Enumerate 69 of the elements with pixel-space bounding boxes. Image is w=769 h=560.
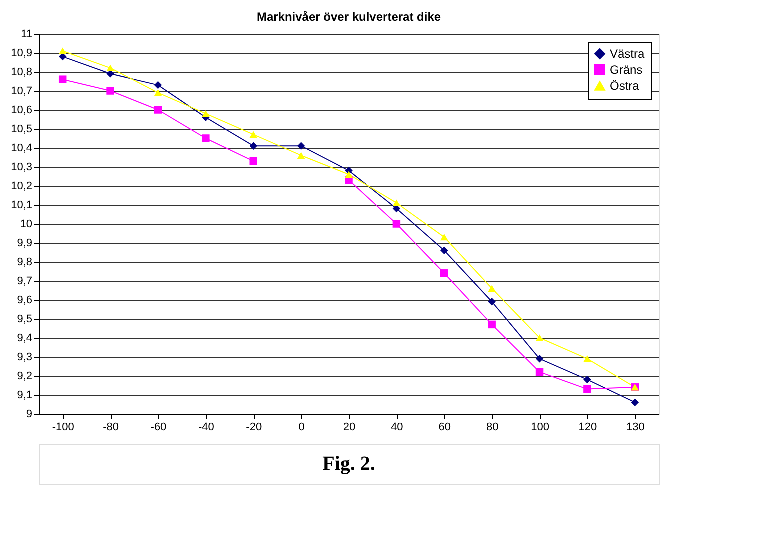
x-tick-label: -20 xyxy=(246,422,262,434)
y-tick-label: 9,5 xyxy=(17,314,32,326)
point xyxy=(58,76,67,84)
point xyxy=(297,152,306,159)
point xyxy=(392,200,401,206)
y-tick-label: 10 xyxy=(20,218,32,230)
point xyxy=(440,246,448,254)
x-tick-label: 0 xyxy=(298,422,305,434)
y-tick-label: 9,9 xyxy=(17,238,32,250)
point xyxy=(106,87,114,95)
x-tick-label: 80 xyxy=(486,422,499,434)
y-tick-label: 10,4 xyxy=(11,142,32,154)
point xyxy=(631,398,640,406)
chart-title: Marknivåer över kulverterat dike xyxy=(256,10,442,24)
x-tick-label: 130 xyxy=(626,422,645,434)
y-tick-label: 10,8 xyxy=(11,66,32,78)
y-tick-label: 10,7 xyxy=(11,86,32,98)
x-tick-label: 120 xyxy=(578,422,598,434)
x-tick-label: 20 xyxy=(343,422,356,434)
point xyxy=(392,220,401,228)
point xyxy=(345,171,353,178)
point xyxy=(58,48,67,54)
point xyxy=(488,298,496,306)
point xyxy=(440,270,448,278)
y-tick-label: 9,2 xyxy=(17,370,32,382)
legend-label: Gräns xyxy=(610,63,643,77)
x-tick-label: -60 xyxy=(150,422,167,434)
y-tick-label: 9,4 xyxy=(17,332,32,344)
point xyxy=(297,142,306,150)
y-tick-label: 9,7 xyxy=(17,276,32,288)
point xyxy=(488,320,496,329)
y-tick-label: 9,1 xyxy=(17,390,32,402)
y-tick-label: 10,3 xyxy=(11,162,32,174)
y-tick-label: 9,8 xyxy=(17,256,32,268)
y-tick-label: 10,5 xyxy=(11,124,32,136)
y-tick-label: 9 xyxy=(26,408,32,420)
point xyxy=(440,234,448,241)
x-tick-label: -100 xyxy=(52,422,74,434)
x-tick-label: 40 xyxy=(391,422,404,434)
point xyxy=(584,356,592,362)
x-tick-label: -40 xyxy=(198,422,214,434)
point xyxy=(250,142,258,150)
legend-label: Östra xyxy=(610,79,640,93)
point xyxy=(154,81,162,90)
x-tick-label: -80 xyxy=(103,422,119,434)
y-tick-label: 11 xyxy=(21,28,32,40)
point xyxy=(154,90,162,96)
y-tick-label: 9,3 xyxy=(17,352,32,364)
point xyxy=(106,64,114,72)
point xyxy=(536,334,544,342)
point xyxy=(202,110,210,118)
y-tick-label: 10,6 xyxy=(11,104,32,116)
point xyxy=(154,106,162,114)
caption: Fig. 2. xyxy=(322,453,376,475)
point xyxy=(488,285,496,292)
y-tick-label: 9,6 xyxy=(17,294,32,306)
x-tick-label: 60 xyxy=(438,422,452,434)
x-tick-label: 100 xyxy=(531,422,550,434)
point xyxy=(536,368,544,376)
point xyxy=(250,157,258,166)
point xyxy=(202,134,210,142)
y-tick-label: 10,2 xyxy=(11,180,32,192)
point xyxy=(584,376,592,384)
y-tick-label: 10,9 xyxy=(11,48,32,60)
y-tick-label: 10,1 xyxy=(11,200,32,212)
legend-label: Västra xyxy=(610,47,646,61)
point xyxy=(536,355,544,363)
point xyxy=(584,385,592,394)
point xyxy=(250,131,258,138)
